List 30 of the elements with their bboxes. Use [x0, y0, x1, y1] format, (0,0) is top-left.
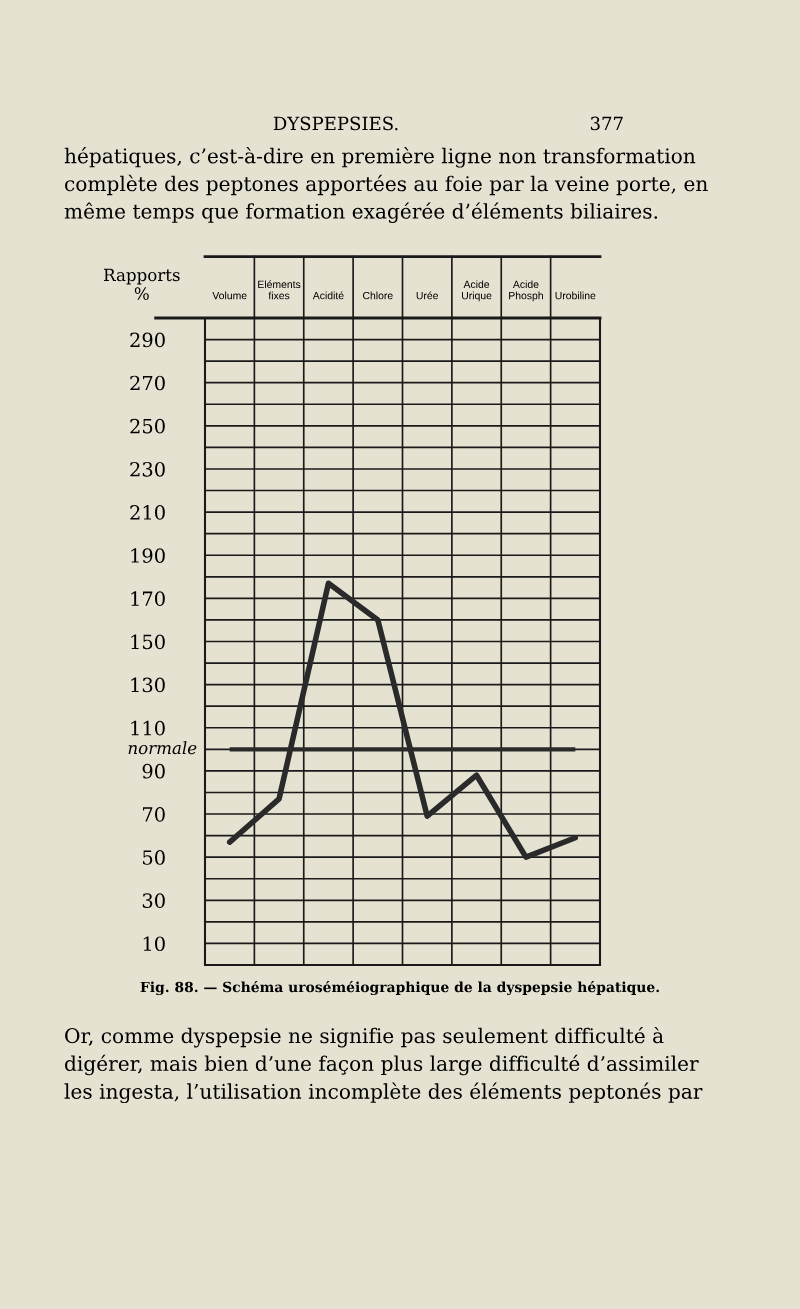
x-tick-label: Acidité — [312, 291, 344, 300]
y-tick-label: 250 — [130, 418, 165, 434]
text: Or, comme dyspepsie ne signifie pas seulement difficulté à digérer, mais bien d’une façon plus large difficulté d’assimiler les ingesta, l’utilisation incomplète des éléments peptonés par — [64, 1026, 703, 1104]
y-tick-label: 150 — [131, 634, 165, 650]
y-tick-label: 110 — [131, 720, 165, 736]
y-tick-label: 10 — [143, 936, 165, 952]
y-tick-label: 90 — [142, 763, 165, 779]
y-tick-label: 210 — [130, 505, 165, 520]
y-tick-label: 130 — [131, 677, 165, 693]
x-tick-label: Eléments fixes — [258, 280, 301, 300]
text: hépatiques, c’est-à-dire en première ligne non transformation complète des peptones apportées au foie par la veine porte, en même temps que formation exagérée d’éléments biliaires. — [64, 147, 708, 223]
text: 377 — [590, 116, 623, 131]
y-tick-label: 170 — [131, 591, 165, 607]
x-tick-label: Chlore — [363, 291, 393, 300]
y-tick-label: 290 — [130, 332, 165, 348]
y-tick-label: 230 — [130, 461, 165, 477]
y-tick-label: 270 — [130, 375, 165, 391]
text: DYSPEPSIES. — [273, 116, 398, 131]
y-axis-title: Rapports % — [103, 268, 180, 300]
x-tick-label: Urée — [416, 291, 439, 300]
y-tick-label: 50 — [143, 850, 165, 865]
x-tick-label: Urobiline — [555, 291, 596, 300]
x-tick-label: Acide Phosph — [509, 280, 543, 302]
y-tick-label: 70 — [143, 806, 165, 822]
ref-line-label: normale — [128, 741, 197, 755]
y-tick-label: 190 — [131, 548, 165, 563]
text: Fig. 88. — Schéma uroséméiographique de la dyspepsie hépatique. — [140, 980, 659, 996]
x-tick-label: Volume — [212, 291, 247, 300]
y-tick-label: 30 — [142, 893, 165, 908]
x-tick-label: Acide Urique — [462, 280, 492, 302]
